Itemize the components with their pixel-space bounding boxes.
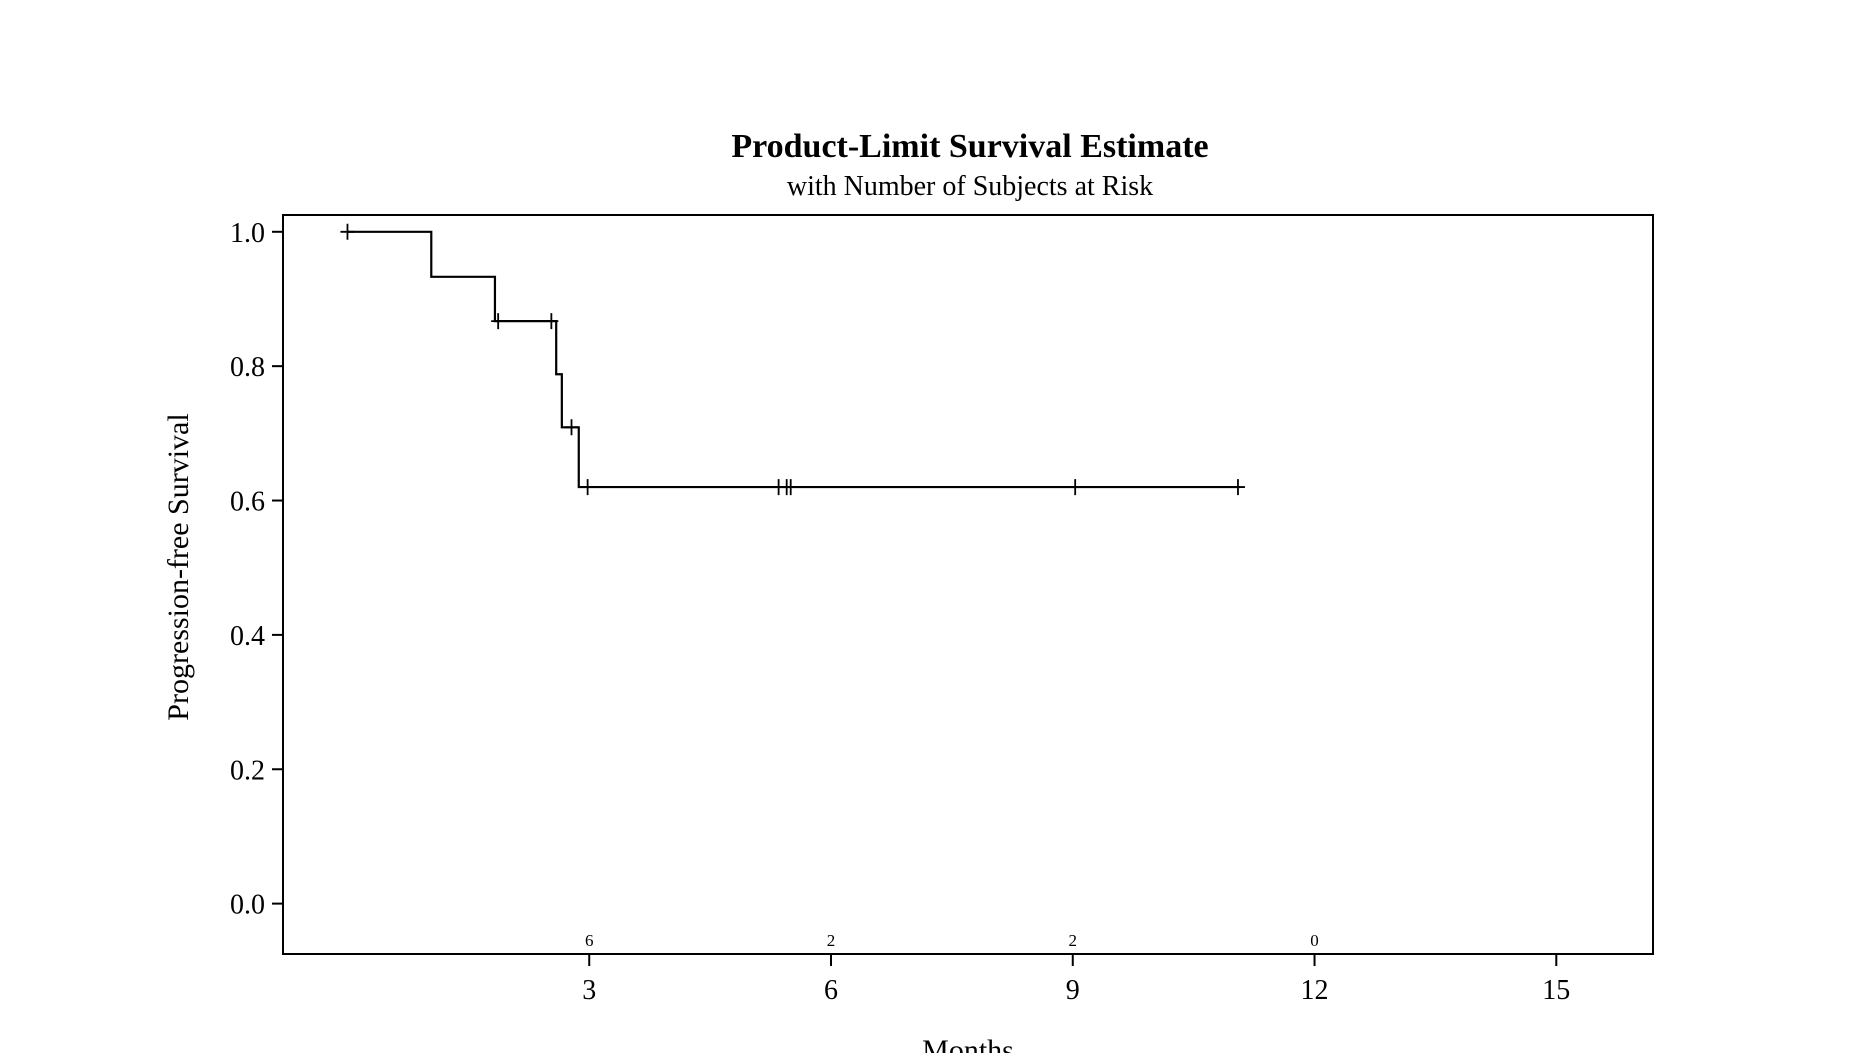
y-axis: 0.0 0.2 0.4 0.6 0.8 1.0: [230, 218, 283, 921]
x-tick-label: 3: [582, 975, 596, 1006]
x-tick-label: 9: [1066, 975, 1080, 1006]
at-risk-label: 0: [1310, 931, 1319, 950]
y-tick-label: 1.0: [230, 218, 265, 249]
censor-mark: [491, 313, 506, 330]
at-risk-label: 2: [1069, 931, 1078, 950]
y-tick-label: 0.8: [230, 352, 265, 383]
censor-mark: [580, 479, 595, 496]
x-tick-label: 6: [824, 975, 838, 1006]
censor-mark: [340, 223, 355, 240]
x-tick-label: 12: [1301, 975, 1329, 1006]
censor-mark: [564, 419, 579, 436]
chart-subtitle: with Number of Subjects at Risk: [787, 171, 1153, 202]
at-risk-label: 2: [827, 931, 836, 950]
censor-mark: [783, 479, 798, 496]
x-axis-label: Months: [922, 1034, 1014, 1053]
at-risk-label: 6: [585, 931, 594, 950]
chart-title: Product-Limit Survival Estimate: [731, 128, 1208, 165]
censor-mark: [1068, 479, 1083, 496]
y-axis-label: Progression-free Survival: [162, 413, 195, 720]
y-tick-label: 0.6: [230, 487, 265, 518]
censor-mark: [1230, 479, 1245, 496]
plot-frame: [282, 214, 1654, 955]
series-layer: [340, 223, 1245, 496]
survival-curve: [347, 230, 1241, 489]
y-tick-label: 0.4: [230, 621, 265, 652]
x-tick-label: 15: [1542, 975, 1570, 1006]
y-tick-label: 0.0: [230, 890, 265, 921]
y-tick-label: 0.2: [230, 755, 265, 786]
censor-mark: [544, 313, 559, 330]
at-risk-row: 6 2 2 0: [585, 931, 1319, 950]
x-axis: 3 6 9 12 15: [582, 954, 1570, 1006]
